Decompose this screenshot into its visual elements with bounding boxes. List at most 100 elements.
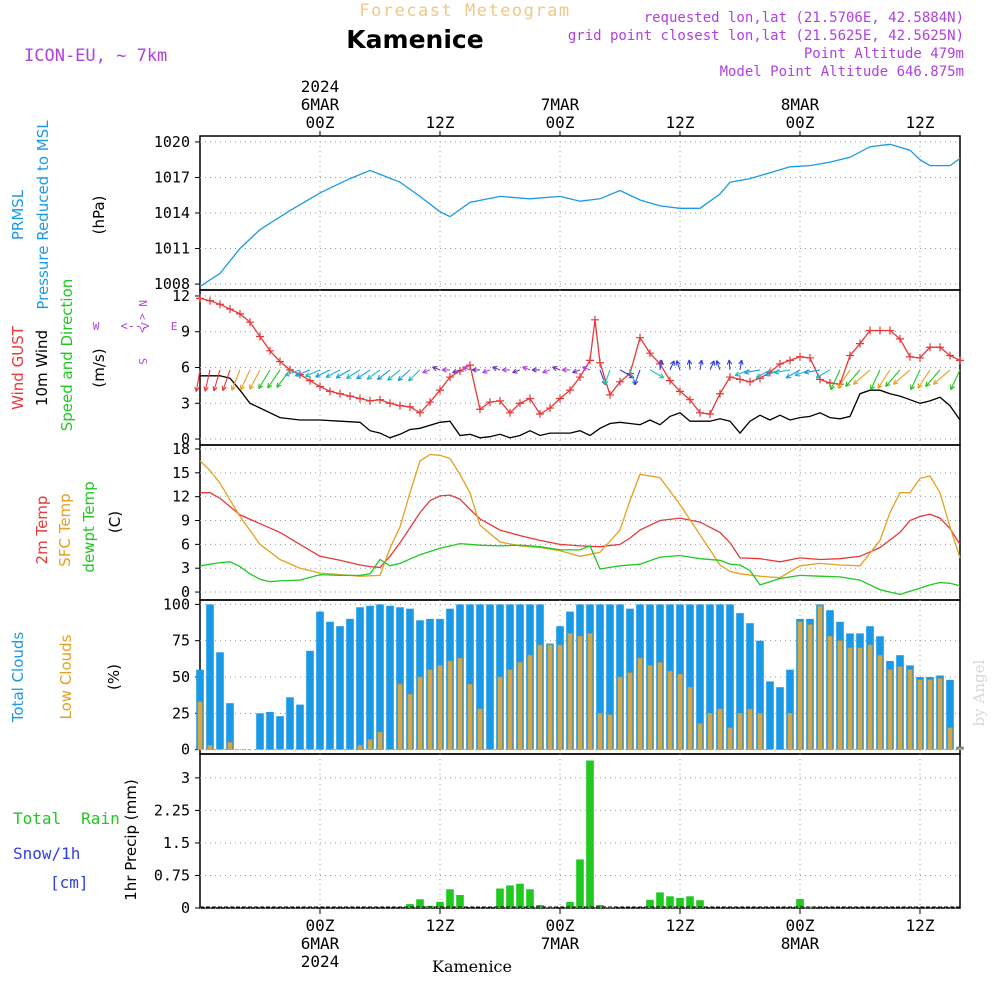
cloud-bar-low (577, 635, 583, 750)
wind-arrow (726, 359, 733, 370)
cloud-bar-low (627, 672, 633, 750)
gust-marker (286, 365, 294, 374)
precip-bar (796, 898, 804, 908)
cloud-bar-low (467, 683, 473, 750)
wind-10m-label: 10m Wind (33, 330, 51, 406)
gust-marker (906, 352, 914, 361)
cloud-bar-low (587, 633, 593, 750)
wind-arrow (462, 366, 471, 372)
gust-marker (536, 410, 544, 418)
gust-marker (586, 356, 594, 365)
cloud-bar-total (746, 623, 754, 750)
gust-marker (696, 408, 704, 417)
time-label: 12Z (426, 916, 455, 935)
gust-marker (876, 326, 884, 335)
precip-bar (586, 760, 594, 908)
precip-bar (436, 901, 444, 908)
gust-marker (346, 392, 354, 401)
ytick-label: 0.75 (154, 866, 190, 884)
gust-marker (546, 404, 554, 413)
cloud-bar-low (727, 727, 733, 750)
gust-marker (396, 401, 404, 410)
cloud-bar-total (286, 697, 294, 750)
cloud-bar-total (296, 704, 304, 750)
wind-gust-label: Wind GUST (9, 325, 27, 410)
gust-marker (386, 399, 394, 408)
time-label: 8MAR (781, 95, 820, 114)
wind-arrow (885, 369, 901, 388)
gust-marker (886, 326, 894, 335)
ytick-label: 1008 (154, 275, 190, 293)
cloud-bar-low (797, 621, 803, 750)
gust-marker (556, 394, 564, 403)
wind-arrow (852, 369, 871, 385)
location-title: Kamenice (346, 25, 483, 54)
cloud-bar-total (226, 703, 234, 750)
wind-arrow (356, 369, 371, 380)
wind-arrow (925, 369, 941, 388)
gust-marker (476, 405, 484, 414)
time-label: 00Z (306, 916, 335, 935)
pressure-unit: (hPa) (90, 196, 108, 235)
cloud-bar-total (366, 605, 374, 750)
time-label: 00Z (306, 113, 335, 132)
cloud-bar-low (377, 731, 383, 750)
gust-marker (426, 398, 434, 407)
gust-marker (236, 309, 244, 318)
wind-arrow (686, 359, 693, 370)
cloud-bar-low (557, 644, 563, 750)
precip-bar (496, 888, 504, 908)
gust-marker (196, 294, 204, 303)
cloud-bar-low (697, 723, 703, 751)
cloud-bar-total (726, 604, 734, 750)
cloud-bar-low (367, 739, 373, 750)
cloud-bar-total (716, 604, 724, 750)
cloud-bar-total (736, 613, 744, 750)
gust-marker (446, 373, 454, 382)
wind-arrow (738, 359, 744, 370)
wind-arrow (482, 368, 491, 374)
gust-marker (826, 379, 834, 387)
wind-arrow (471, 367, 480, 373)
cloud-bar-total (486, 604, 494, 750)
wind-arrow (582, 366, 591, 372)
time-label: 12Z (906, 916, 935, 935)
wind-arrow (698, 359, 704, 370)
gust-marker (786, 356, 794, 365)
gust-marker (846, 351, 854, 360)
ytick-label: 3 (181, 769, 190, 787)
total-clouds-label: Total Clouds (9, 632, 27, 724)
ytick-label: 0 (181, 430, 190, 448)
gust-marker (606, 390, 614, 399)
requested-coords: requested lon,lat (21.5706E, 42.5884N) (644, 10, 964, 26)
footer-location: Kamenice (432, 957, 512, 976)
gust-marker (796, 352, 804, 361)
watermark: by Angel (970, 659, 988, 726)
ytick-label: 18 (172, 440, 190, 458)
precip-bar (696, 900, 704, 908)
ytick-label: 9 (181, 323, 190, 341)
precip-bar (646, 899, 654, 908)
rain-word: Rain (81, 809, 120, 828)
temp-2m-label: 2m Temp (33, 496, 51, 565)
clouds-unit: (%) (105, 664, 123, 690)
cloud-bar-low (887, 669, 893, 750)
cloud-bar-low (477, 708, 483, 751)
wind-direction-label: Speed and Direction (58, 279, 76, 432)
panel-2: 0 3 6 9 12 15 18 (172, 440, 961, 601)
gust-marker (506, 408, 514, 417)
wind-arrow (552, 366, 561, 372)
time-label: 7MAR (541, 934, 580, 953)
wind-arrow (773, 369, 791, 375)
precip-bar (526, 889, 534, 908)
precip-bar (546, 907, 554, 908)
gust-marker (716, 389, 724, 398)
compass-east: E (171, 320, 178, 333)
gust-marker (616, 377, 624, 386)
cloud-bar-total (326, 621, 334, 750)
wind-arrow (932, 369, 951, 385)
cloud-bar-total (276, 716, 284, 750)
gust-marker (706, 410, 714, 418)
series-line (200, 492, 961, 569)
wind-arrow (561, 367, 570, 373)
